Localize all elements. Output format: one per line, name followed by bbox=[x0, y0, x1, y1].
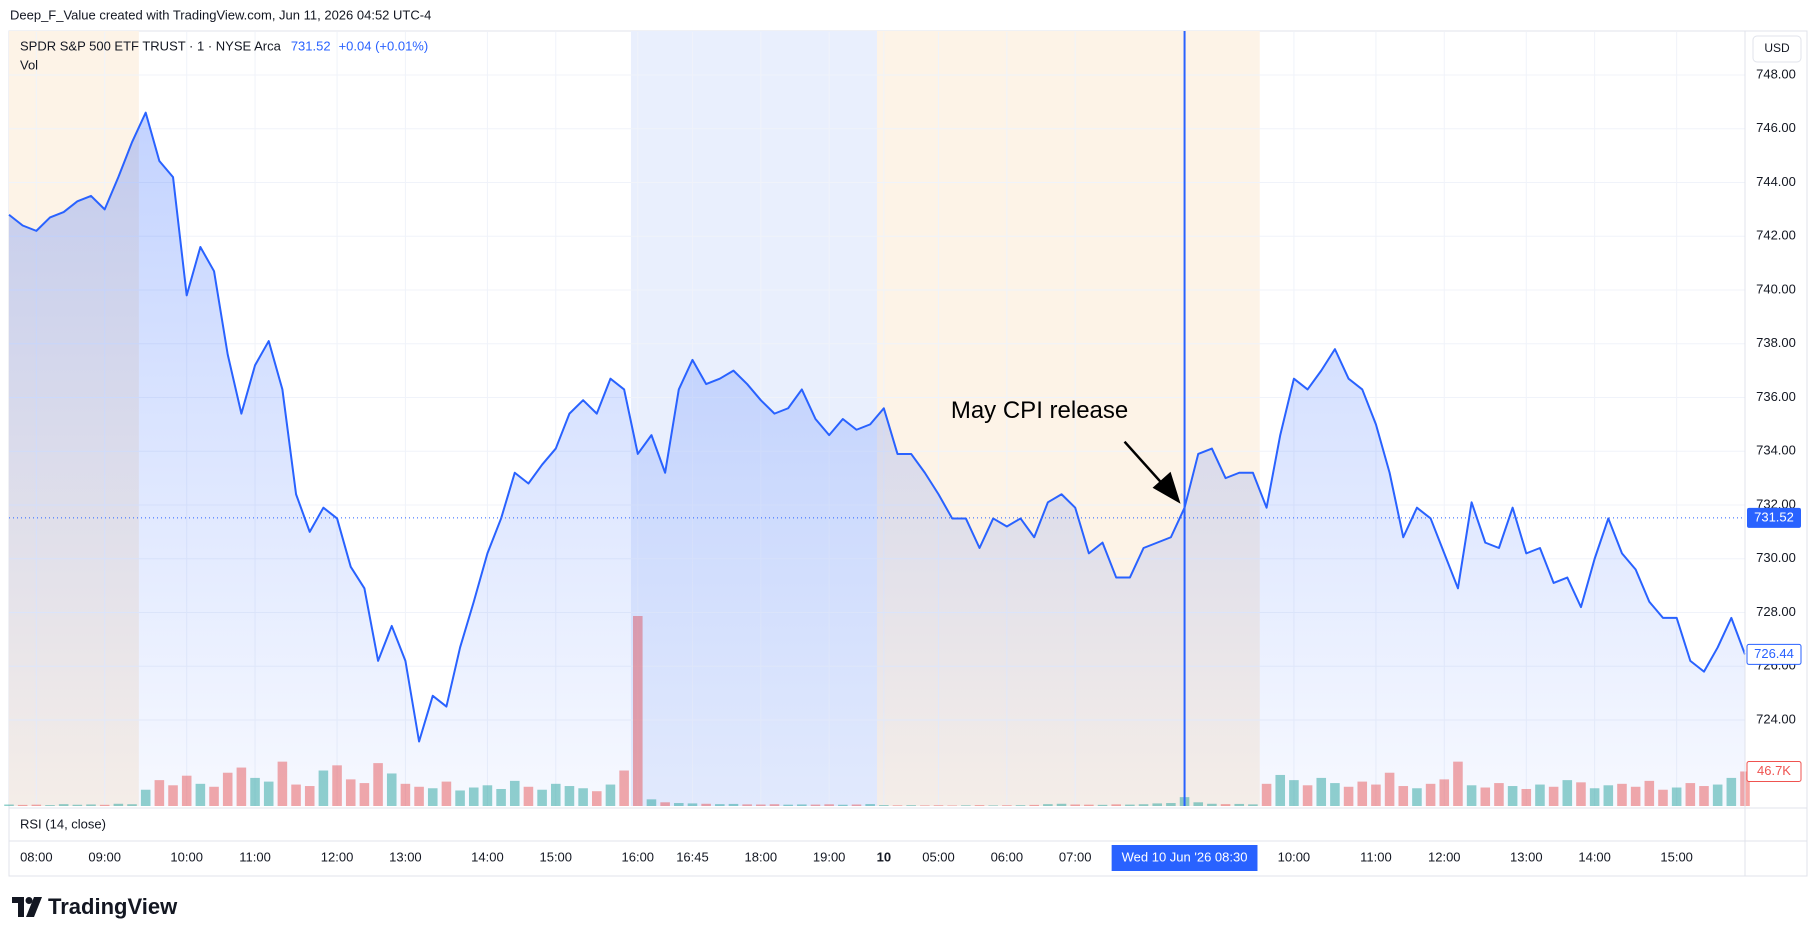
x-tick-label: 08:00 bbox=[20, 849, 53, 864]
price-line bbox=[8, 111, 1746, 743]
symbol-title: SPDR S&P 500 ETF TRUST · 1 · NYSE Arca bbox=[20, 38, 282, 53]
price-tag: 731.52 bbox=[1754, 509, 1794, 524]
x-tick-label: 05:00 bbox=[922, 849, 955, 864]
x-tick-label: 15:00 bbox=[539, 849, 572, 864]
brand: TradingView bbox=[48, 894, 178, 919]
x-tick-label: 11:00 bbox=[1360, 849, 1392, 864]
volume-tag: 46.7K bbox=[1757, 763, 1791, 778]
y-tick-label: 736.00 bbox=[1756, 389, 1796, 404]
y-tick-label: 724.00 bbox=[1756, 711, 1796, 726]
x-tick-label: 16:00 bbox=[622, 849, 655, 864]
x-tick-label: 10:00 bbox=[170, 849, 203, 864]
x-tick-label: 06:00 bbox=[991, 849, 1024, 864]
close-tag: 726.44 bbox=[1754, 646, 1794, 661]
x-tick-label: 12:00 bbox=[321, 849, 354, 864]
annotation: May CPI release bbox=[951, 397, 1128, 424]
x-tick-label: 13:00 bbox=[1510, 849, 1543, 864]
x-tick-label: 14:00 bbox=[471, 849, 504, 864]
y-tick-label: 730.00 bbox=[1756, 550, 1796, 565]
y-tick-label: 746.00 bbox=[1756, 120, 1796, 135]
y-tick-label: 738.00 bbox=[1756, 335, 1796, 350]
x-tick-label: 15:00 bbox=[1660, 849, 1693, 864]
volume-tag-box bbox=[1746, 760, 1802, 782]
y-tick-label: 732.00 bbox=[1756, 496, 1796, 511]
x-tick-label: 19:00 bbox=[813, 849, 846, 864]
x-tick-label: 07:00 bbox=[1059, 849, 1092, 864]
legend-change: +0.04 (+0.01%) bbox=[339, 38, 429, 53]
x-tick-label: 10:00 bbox=[1278, 849, 1311, 864]
y-tick-label: 734.00 bbox=[1756, 443, 1796, 458]
legend-price: 731.52 bbox=[291, 38, 331, 53]
annotation-arrow-head bbox=[1152, 471, 1181, 504]
y-tick-label: 728.00 bbox=[1756, 604, 1796, 619]
attribution: Deep_F_Value created with TradingView.co… bbox=[10, 7, 431, 22]
y-tick-label: 740.00 bbox=[1756, 281, 1796, 296]
y-tick-label: 742.00 bbox=[1756, 228, 1796, 243]
x-tick-label: 09:00 bbox=[88, 849, 121, 864]
currency: USD bbox=[1764, 41, 1790, 55]
price-pane bbox=[8, 31, 1746, 807]
brand-logo bbox=[12, 897, 42, 917]
x-tick-label: 16:45 bbox=[676, 849, 709, 864]
currency-button[interactable] bbox=[1752, 35, 1802, 63]
crosshair-time-label: Wed 10 Jun '26 08:30 bbox=[1122, 849, 1248, 864]
price-tag-box bbox=[1747, 507, 1801, 528]
legend: SPDR S&P 500 ETF TRUST · 1 · NYSE Arca 7… bbox=[20, 38, 428, 72]
x-tick-label: 13:00 bbox=[389, 849, 422, 864]
x-tick-label: 18:00 bbox=[745, 849, 778, 864]
crosshair-time-box bbox=[1111, 845, 1258, 871]
x-tick-label: 11:00 bbox=[239, 849, 271, 864]
close-tag-box bbox=[1746, 643, 1802, 665]
x-tick-label: 10 bbox=[877, 849, 891, 864]
volume-title: Vol bbox=[20, 57, 38, 72]
rsi-title: RSI (14, close) bbox=[20, 816, 106, 831]
x-tick-label: 14:00 bbox=[1578, 849, 1611, 864]
y-tick-label: 748.00 bbox=[1756, 66, 1796, 81]
y-tick-label: 744.00 bbox=[1756, 174, 1796, 189]
x-tick-label: 12:00 bbox=[1428, 849, 1461, 864]
price-area bbox=[9, 112, 1745, 807]
